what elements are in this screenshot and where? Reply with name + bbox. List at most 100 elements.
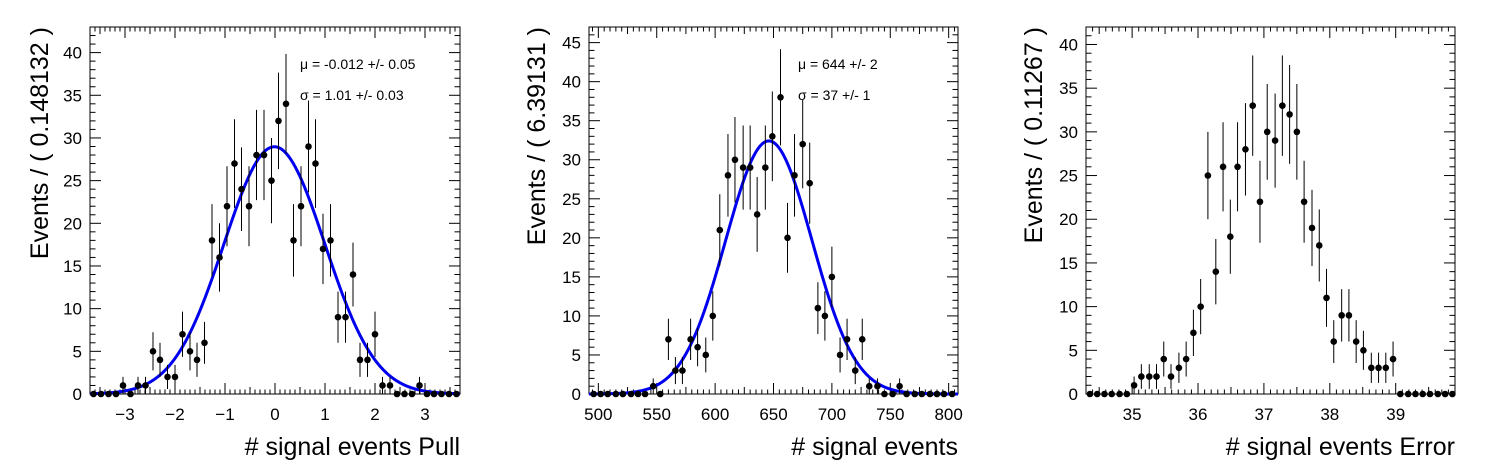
data-point [1360, 347, 1367, 354]
y-axis-label: Events / ( 6.39131 ) [523, 27, 551, 245]
data-point [393, 390, 401, 398]
data-point [784, 234, 791, 242]
y-axis-label: Events / ( 0.11267 ) [1020, 27, 1048, 243]
data-point [649, 382, 657, 390]
fit-parameter-label: σ = 1.01 +/- 0.03 [300, 87, 404, 103]
x-axis-label: # signal events [791, 433, 958, 461]
data-point [821, 312, 829, 320]
data-point [1219, 163, 1227, 171]
data-point [223, 202, 231, 210]
data-point [1389, 355, 1397, 363]
data-point [1086, 390, 1094, 398]
data-point [1175, 364, 1183, 372]
plot-frame [588, 26, 959, 395]
data-point [769, 133, 776, 140]
data-point [933, 390, 941, 398]
fit-curve [89, 145, 461, 396]
data-point [1434, 390, 1442, 398]
data-point [1368, 364, 1375, 372]
y-tick-label: 30 [1059, 123, 1078, 142]
data-point [806, 179, 813, 187]
data-point [1345, 312, 1353, 319]
y-tick-label: 5 [1069, 341, 1078, 360]
x-tick-label: 500 [584, 405, 612, 424]
data-point [694, 343, 701, 351]
data-point [1167, 373, 1175, 380]
data-point [1397, 390, 1404, 398]
y-tick-label: 5 [73, 342, 82, 361]
data-point [1286, 111, 1293, 118]
data-point [149, 348, 157, 355]
x-tick-label: 36 [1189, 405, 1208, 424]
x-tick-label: 600 [701, 405, 729, 424]
data-point [1308, 224, 1316, 232]
data-point [641, 390, 649, 398]
data-point [1338, 312, 1345, 319]
data-point [948, 390, 956, 398]
data-point [1412, 390, 1419, 398]
data-point [386, 382, 394, 389]
data-point [1375, 364, 1382, 372]
data-point [1190, 329, 1197, 337]
x-tick-label: 1 [320, 405, 329, 424]
fit-parameter-label: μ = -0.012 +/- 0.05 [300, 56, 416, 72]
data-point [445, 390, 453, 398]
data-point [604, 390, 611, 398]
data-point [1093, 390, 1101, 398]
y-tick-label: 0 [1069, 385, 1078, 404]
data-point [1279, 102, 1286, 109]
plot-frame [1085, 26, 1456, 395]
data-point [1382, 364, 1390, 372]
data-point [1315, 242, 1323, 249]
data-point [349, 271, 357, 278]
data-point [627, 390, 635, 398]
data-point [164, 373, 171, 381]
fit-parameter-label: σ = 37 +/- 1 [798, 87, 871, 103]
data-point [453, 390, 460, 398]
x-tick-label: 2 [370, 405, 379, 424]
data-point [253, 151, 260, 159]
x-tick-label: 550 [643, 405, 671, 424]
data-point [1271, 137, 1279, 144]
x-axis-label: # signal events Pull [245, 433, 460, 461]
data-point [1101, 390, 1108, 398]
data-point [364, 356, 371, 364]
data-point [1404, 390, 1412, 398]
x-tick-label: 3 [420, 405, 429, 424]
data-point [379, 382, 386, 389]
data-point [1153, 373, 1160, 380]
data-point [1441, 390, 1449, 398]
y-tick-label: 5 [572, 346, 581, 365]
data-point [268, 177, 275, 184]
data-point [634, 390, 642, 398]
data-point [1145, 373, 1153, 380]
data-point [1160, 355, 1168, 363]
data-point [312, 160, 319, 167]
chart-panel-3: 0 5 10 15 20 25 30 35 40 35 36 37 38 39 # signal event… [1020, 26, 1456, 461]
data-point [799, 140, 806, 148]
y-tick-label: 35 [1059, 79, 1078, 98]
data-point [1123, 390, 1131, 398]
fit-curve [588, 139, 958, 396]
y-tick-label: 20 [63, 214, 82, 233]
data-point [665, 336, 672, 343]
x-tick-label: −3 [115, 405, 134, 424]
y-tick-label: 15 [1059, 254, 1078, 273]
data-point [90, 390, 97, 398]
data-point [1227, 233, 1234, 241]
y-tick-label: 40 [562, 73, 581, 92]
data-point [216, 254, 223, 261]
x-tick-label: 650 [759, 405, 787, 424]
chart-panel-1: 0 5 10 15 20 25 30 35 40 −3 −2 −1 0 1 2 3 # signal event… [26, 26, 461, 461]
y-tick-label: 40 [63, 44, 82, 63]
x-tick-label: −1 [215, 405, 234, 424]
data-point [590, 390, 597, 398]
y-tick-label: 25 [63, 172, 82, 191]
y-tick-label: 35 [63, 86, 82, 105]
data-point [275, 117, 282, 125]
data-point [430, 390, 438, 398]
data-point [889, 390, 896, 398]
y-tick-label: 10 [562, 307, 581, 326]
data-point [1323, 294, 1330, 302]
data-point [305, 143, 312, 150]
